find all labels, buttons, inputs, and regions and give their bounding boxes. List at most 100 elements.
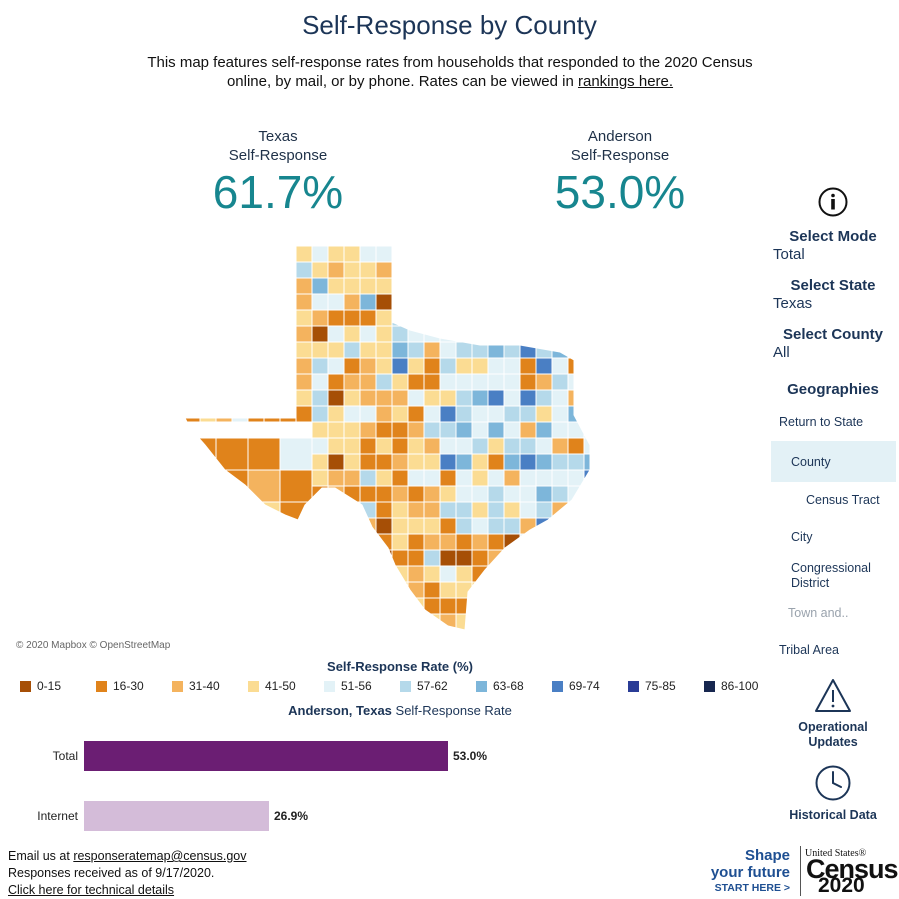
county-polygon[interactable] (327, 389, 345, 407)
select-county-value[interactable]: All (773, 344, 790, 361)
county-polygon[interactable] (391, 501, 409, 519)
county-polygon[interactable] (359, 469, 377, 487)
county-polygon[interactable] (423, 501, 441, 519)
county-polygon[interactable] (535, 501, 553, 519)
county-polygon[interactable] (263, 357, 281, 375)
county-polygon[interactable] (184, 405, 201, 423)
county-polygon[interactable] (375, 613, 393, 630)
county-polygon[interactable] (423, 565, 441, 583)
county-polygon[interactable] (375, 421, 393, 439)
county-polygon[interactable] (439, 389, 457, 407)
county-polygon[interactable] (231, 405, 249, 423)
county-polygon[interactable] (279, 389, 297, 407)
county-polygon[interactable] (471, 405, 489, 423)
county-polygon[interactable] (391, 261, 409, 279)
county-polygon[interactable] (423, 469, 441, 487)
county-polygon[interactable] (391, 373, 409, 391)
geo-city[interactable]: City (791, 530, 813, 544)
county-polygon[interactable] (263, 373, 281, 391)
county-polygon[interactable] (519, 613, 537, 630)
county-polygon[interactable] (327, 309, 345, 327)
county-polygon[interactable] (439, 373, 457, 391)
county-polygon[interactable] (295, 357, 313, 375)
county-polygon[interactable] (263, 405, 281, 423)
county-polygon[interactable] (327, 373, 345, 391)
county-polygon[interactable] (487, 597, 505, 615)
county-polygon[interactable] (327, 341, 345, 359)
county-polygon[interactable] (423, 293, 441, 311)
footer-email-link[interactable]: responseratemap@census.gov (73, 849, 247, 863)
county-polygon[interactable] (263, 246, 281, 263)
county-polygon[interactable] (439, 309, 457, 327)
county-polygon[interactable] (359, 246, 377, 263)
county-polygon[interactable] (391, 437, 409, 455)
county-polygon[interactable] (551, 325, 569, 343)
county-polygon[interactable] (583, 453, 600, 471)
county-polygon[interactable] (375, 389, 393, 407)
county-polygon[interactable] (583, 613, 600, 630)
county-polygon[interactable] (407, 517, 425, 535)
county-polygon[interactable] (359, 277, 377, 295)
county-polygon[interactable] (407, 309, 425, 327)
county-polygon[interactable] (567, 501, 585, 519)
county-polygon[interactable] (519, 389, 537, 407)
county-polygon[interactable] (184, 277, 201, 295)
county-polygon[interactable] (184, 469, 217, 503)
county-polygon[interactable] (583, 357, 600, 375)
county-polygon[interactable] (583, 373, 600, 391)
county-polygon[interactable] (247, 309, 265, 327)
county-polygon[interactable] (535, 533, 553, 551)
county-polygon[interactable] (295, 629, 313, 640)
county-polygon[interactable] (535, 517, 553, 535)
county-polygon[interactable] (343, 501, 361, 519)
county-polygon[interactable] (263, 389, 281, 407)
county-polygon[interactable] (391, 533, 409, 551)
county-polygon[interactable] (184, 341, 201, 359)
county-polygon[interactable] (311, 405, 329, 423)
county-polygon[interactable] (311, 597, 329, 615)
county-polygon[interactable] (184, 261, 201, 279)
county-polygon[interactable] (471, 277, 489, 295)
county-polygon[interactable] (503, 485, 521, 503)
county-polygon[interactable] (343, 421, 361, 439)
county-polygon[interactable] (199, 293, 217, 311)
county-polygon[interactable] (327, 437, 345, 455)
county-polygon[interactable] (343, 581, 361, 599)
county-polygon[interactable] (199, 581, 217, 599)
historical-data-link[interactable]: Historical Data (789, 808, 877, 822)
county-polygon[interactable] (215, 437, 249, 471)
county-polygon[interactable] (263, 613, 281, 630)
county-polygon[interactable] (519, 261, 537, 279)
county-polygon[interactable] (343, 613, 361, 630)
county-polygon[interactable] (535, 437, 553, 455)
county-polygon[interactable] (263, 325, 281, 343)
county-polygon[interactable] (247, 357, 265, 375)
county-polygon[interactable] (439, 277, 457, 295)
county-polygon[interactable] (295, 389, 313, 407)
county-polygon[interactable] (375, 629, 393, 640)
county-polygon[interactable] (247, 341, 265, 359)
county-polygon[interactable] (311, 565, 329, 583)
county-polygon[interactable] (455, 277, 473, 295)
county-polygon[interactable] (391, 613, 409, 630)
county-polygon[interactable] (184, 373, 201, 391)
county-polygon[interactable] (439, 293, 457, 311)
county-polygon[interactable] (455, 613, 473, 630)
county-polygon[interactable] (184, 501, 217, 535)
county-polygon[interactable] (231, 357, 249, 375)
county-polygon[interactable] (343, 261, 361, 279)
county-polygon[interactable] (503, 437, 521, 455)
county-polygon[interactable] (327, 357, 345, 375)
county-polygon[interactable] (423, 613, 441, 630)
county-polygon[interactable] (551, 309, 569, 327)
county-polygon[interactable] (535, 325, 553, 343)
county-polygon[interactable] (487, 581, 505, 599)
county-polygon[interactable] (247, 277, 265, 295)
county-polygon[interactable] (487, 325, 505, 343)
county-polygon[interactable] (231, 581, 249, 599)
county-polygon[interactable] (311, 389, 329, 407)
county-polygon[interactable] (423, 357, 441, 375)
county-polygon[interactable] (295, 565, 313, 583)
county-polygon[interactable] (327, 277, 345, 295)
county-polygon[interactable] (439, 485, 457, 503)
